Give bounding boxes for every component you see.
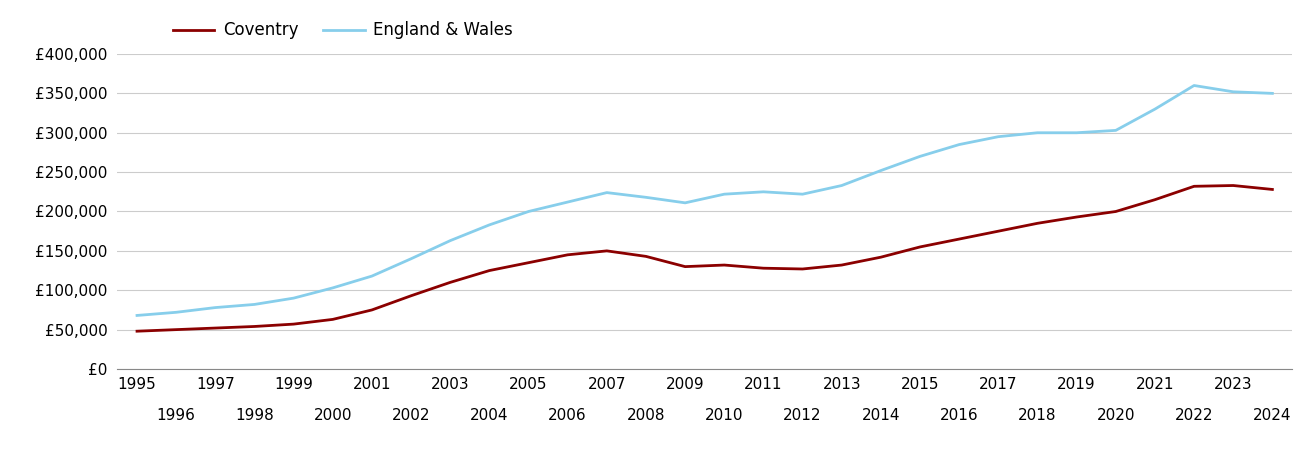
Coventry	[795, 266, 810, 272]
Legend: Coventry, England & Wales: Coventry, England & Wales	[172, 21, 513, 39]
Coventry	[1265, 187, 1280, 192]
England & Wales	[521, 209, 536, 214]
England & Wales	[638, 194, 654, 200]
England & Wales	[795, 191, 810, 197]
Coventry	[1069, 214, 1084, 220]
Text: 2000: 2000	[313, 408, 352, 423]
England & Wales	[1147, 106, 1163, 112]
England & Wales	[207, 305, 223, 310]
England & Wales	[1030, 130, 1045, 135]
Coventry	[873, 254, 889, 260]
Text: 2016: 2016	[940, 408, 979, 423]
Coventry	[1147, 197, 1163, 202]
Coventry	[1030, 220, 1045, 226]
Text: 1998: 1998	[235, 408, 274, 423]
England & Wales	[1186, 83, 1202, 88]
Coventry	[442, 279, 458, 285]
England & Wales	[677, 200, 693, 206]
Text: 2024: 2024	[1253, 408, 1292, 423]
Coventry	[482, 268, 497, 273]
Line: Coventry: Coventry	[137, 185, 1272, 331]
England & Wales	[247, 302, 262, 307]
Coventry	[521, 260, 536, 265]
Text: 2004: 2004	[470, 408, 509, 423]
Line: England & Wales: England & Wales	[137, 86, 1272, 315]
England & Wales	[990, 134, 1006, 140]
Text: 2020: 2020	[1096, 408, 1135, 423]
Text: 2010: 2010	[705, 408, 744, 423]
England & Wales	[1265, 90, 1280, 96]
England & Wales	[1069, 130, 1084, 135]
England & Wales	[912, 153, 928, 159]
Coventry	[247, 324, 262, 329]
Coventry	[912, 244, 928, 250]
England & Wales	[442, 238, 458, 243]
Text: 2022: 2022	[1174, 408, 1214, 423]
England & Wales	[756, 189, 771, 194]
Coventry	[207, 325, 223, 331]
England & Wales	[482, 222, 497, 228]
England & Wales	[364, 273, 380, 279]
England & Wales	[716, 191, 732, 197]
England & Wales	[873, 168, 889, 173]
England & Wales	[325, 285, 341, 291]
England & Wales	[129, 313, 145, 318]
Text: 1996: 1996	[157, 408, 196, 423]
Coventry	[1186, 184, 1202, 189]
England & Wales	[951, 142, 967, 147]
England & Wales	[403, 256, 419, 261]
England & Wales	[168, 310, 184, 315]
Coventry	[990, 229, 1006, 234]
Coventry	[168, 327, 184, 332]
England & Wales	[1225, 89, 1241, 94]
Coventry	[834, 262, 850, 268]
Text: 2002: 2002	[392, 408, 431, 423]
Coventry	[951, 236, 967, 242]
Coventry	[403, 293, 419, 298]
Text: 2014: 2014	[861, 408, 900, 423]
Coventry	[560, 252, 576, 257]
Coventry	[364, 307, 380, 313]
Coventry	[638, 254, 654, 259]
Coventry	[716, 262, 732, 268]
Coventry	[325, 317, 341, 322]
Coventry	[1108, 209, 1124, 214]
Coventry	[1225, 183, 1241, 188]
Coventry	[756, 266, 771, 271]
Text: 2012: 2012	[783, 408, 822, 423]
Coventry	[599, 248, 615, 253]
Text: 2006: 2006	[548, 408, 587, 423]
England & Wales	[1108, 128, 1124, 133]
England & Wales	[286, 295, 301, 301]
England & Wales	[560, 199, 576, 205]
Coventry	[129, 328, 145, 334]
England & Wales	[834, 183, 850, 188]
England & Wales	[599, 190, 615, 195]
Coventry	[286, 321, 301, 327]
Text: 2018: 2018	[1018, 408, 1057, 423]
Text: 2008: 2008	[626, 408, 666, 423]
Coventry	[677, 264, 693, 269]
